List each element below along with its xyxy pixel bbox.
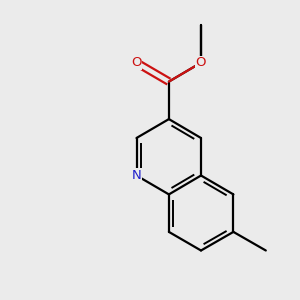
Text: N: N	[132, 169, 141, 182]
Text: O: O	[131, 56, 142, 69]
Text: O: O	[196, 56, 206, 69]
